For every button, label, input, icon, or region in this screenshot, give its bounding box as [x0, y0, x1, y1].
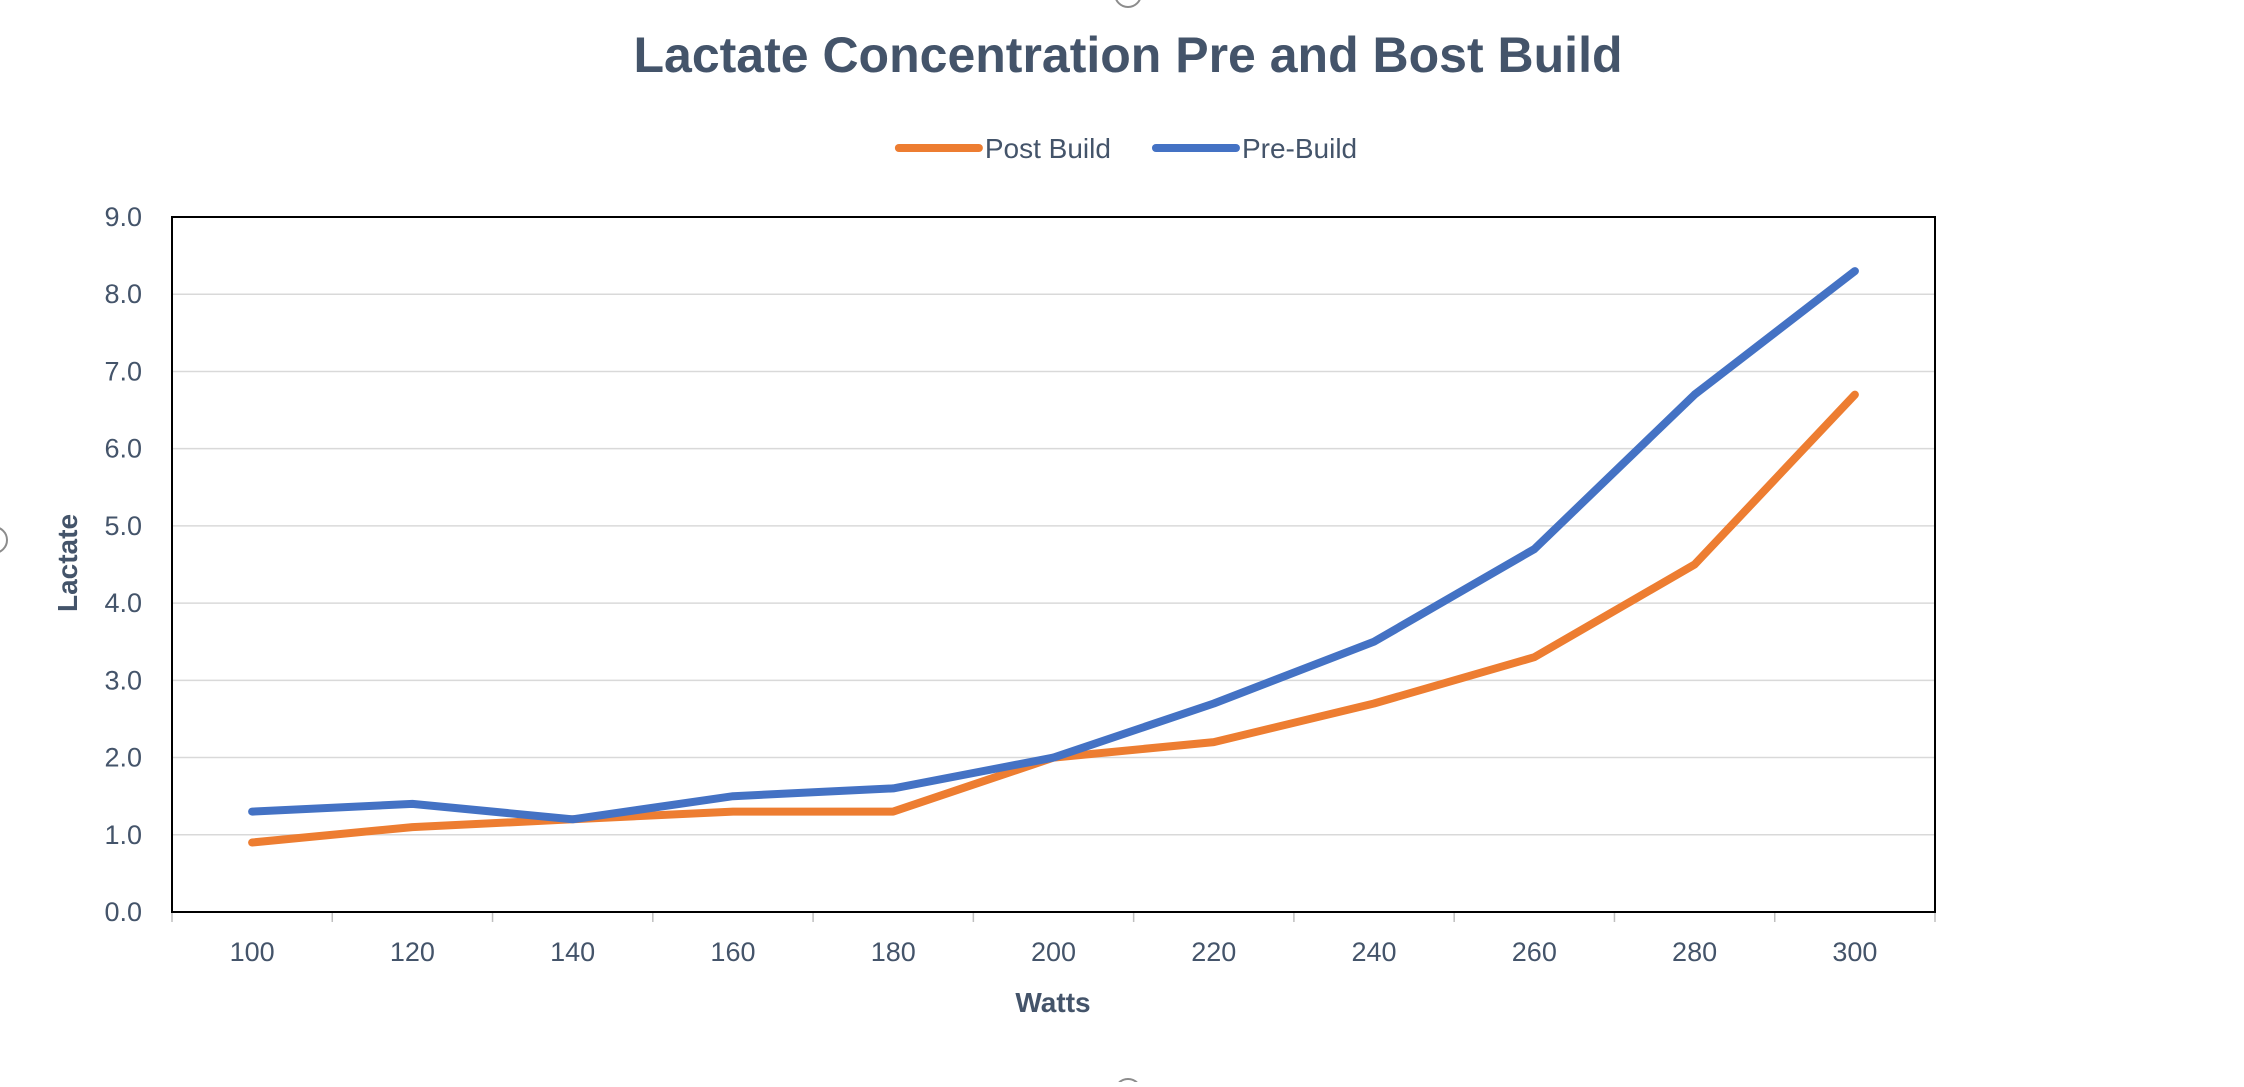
- y-tick-label: 6.0: [104, 434, 142, 464]
- x-tick-label: 240: [1352, 937, 1397, 967]
- y-tick-label: 3.0: [104, 665, 142, 695]
- legend-label-pre-build: Pre-Build: [1242, 133, 1357, 164]
- series-lines: [248, 267, 1859, 847]
- y-tick-label: 4.0: [104, 588, 142, 618]
- x-axis-tick-labels: 100 120 140 160 180 200 220 240 260 280 300: [171, 911, 1936, 967]
- legend: Post Build Pre-Build: [894, 133, 1357, 164]
- series-line-pre-build: [248, 267, 1859, 824]
- y-tick-label: 1.0: [104, 820, 142, 850]
- x-tick-label: 220: [1191, 937, 1236, 967]
- y-tick-label: 5.0: [104, 511, 142, 541]
- x-axis-title: Watts: [1015, 987, 1090, 1018]
- y-tick-label: 7.0: [104, 356, 142, 386]
- x-tick-label: 280: [1672, 937, 1717, 967]
- x-tick-label: 260: [1512, 937, 1557, 967]
- y-tick-label: 2.0: [104, 743, 142, 773]
- y-axis-title: Lactate: [52, 514, 83, 612]
- plot-area-border: [171, 216, 1936, 913]
- x-tick-label: 200: [1031, 937, 1076, 967]
- x-tick-label: 100: [230, 937, 275, 967]
- x-tick-label: 120: [390, 937, 435, 967]
- series-line-post-build: [248, 390, 1859, 847]
- x-tick-label: 180: [871, 937, 916, 967]
- chart-title: Lactate Concentration Pre and Bost Build: [633, 27, 1622, 83]
- x-tick-label: 300: [1832, 937, 1877, 967]
- y-tick-label: 9.0: [104, 202, 142, 232]
- y-axis-tick-labels: 0.0 1.0 2.0 3.0 4.0 5.0 6.0 7.0 8.0 9.0: [104, 202, 142, 927]
- y-tick-label: 0.0: [104, 897, 142, 927]
- x-tick-label: 140: [550, 937, 595, 967]
- chart-resize-handle-top[interactable]: [1115, 0, 1141, 8]
- x-tick-label: 160: [710, 937, 755, 967]
- legend-label-post-build: Post Build: [985, 133, 1111, 164]
- chart-resize-handle-left[interactable]: [0, 527, 8, 553]
- y-tick-label: 8.0: [104, 279, 142, 309]
